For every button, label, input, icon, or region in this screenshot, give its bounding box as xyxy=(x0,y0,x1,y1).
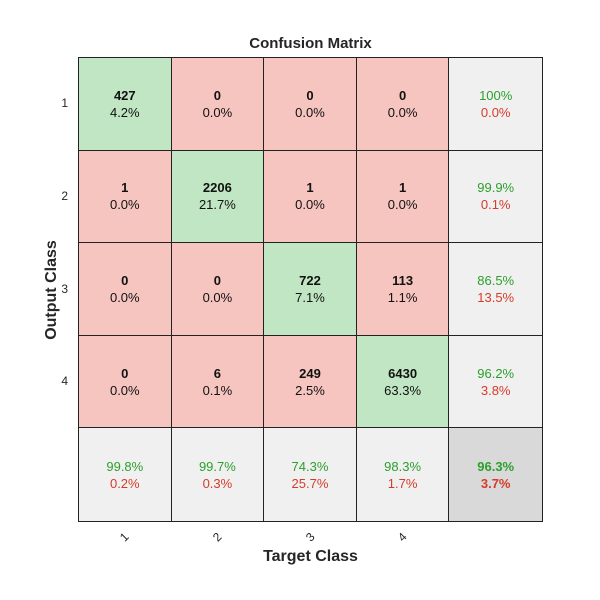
matrix-cell: 0 0.0% xyxy=(79,335,172,429)
matrix-cell: 113 1.1% xyxy=(356,243,450,336)
cell-percent: 63.3% xyxy=(384,382,422,398)
chart-title: Confusion Matrix xyxy=(249,35,372,52)
cell-count: 0 xyxy=(213,272,221,288)
matrix-cell: 1 0.0% xyxy=(264,150,357,244)
summary-error: 0.2% xyxy=(109,475,140,491)
row-summary-cell: 100% 0.0% xyxy=(449,58,542,151)
x-axis-label: Target Class xyxy=(263,548,358,565)
cell-percent: 0.1% xyxy=(202,382,233,398)
cell-count: 0 xyxy=(121,272,129,288)
cell-count: 6 xyxy=(213,365,221,381)
summary-correct: 99.7% xyxy=(198,458,236,474)
matrix-cell: 2206 21.7% xyxy=(171,150,265,244)
summary-error: 0.1% xyxy=(480,197,511,213)
cell-percent: 0.0% xyxy=(202,104,233,120)
cell-percent: 0.0% xyxy=(109,197,140,213)
cell-percent: 0.0% xyxy=(202,289,233,305)
cell-count: 1 xyxy=(121,180,129,196)
cell-count: 0 xyxy=(213,87,221,103)
summary-error: 13.5% xyxy=(477,289,515,305)
cell-percent: 0.0% xyxy=(295,197,325,213)
summary-correct: 100% xyxy=(479,87,513,103)
y-tick-label: 1 xyxy=(61,96,68,111)
row-summary-cell: 96.2% 3.8% xyxy=(449,335,542,429)
cell-count: 2206 xyxy=(202,180,232,196)
matrix-cell: 427 4.2% xyxy=(79,58,172,151)
overall-summary-cell: 96.3% 3.7% xyxy=(449,428,542,521)
y-tick-label: 2 xyxy=(61,188,68,203)
cell-count: 427 xyxy=(113,87,136,103)
x-tick-label: 3 xyxy=(302,529,318,545)
matrix-cell: 6 0.1% xyxy=(171,335,265,429)
matrix-cell: 0 0.0% xyxy=(171,58,265,151)
cell-percent: 0.0% xyxy=(387,197,418,213)
summary-error: 1.7% xyxy=(387,475,418,491)
summary-error: 0.0% xyxy=(480,104,511,120)
summary-correct: 96.2% xyxy=(477,365,515,381)
cell-count: 249 xyxy=(299,365,321,381)
cell-count: 722 xyxy=(299,272,321,288)
summary-correct: 99.9% xyxy=(477,180,515,196)
matrix-cell: 6430 63.3% xyxy=(356,335,450,429)
cell-count: 1 xyxy=(306,180,314,196)
cell-percent: 21.7% xyxy=(198,197,236,213)
matrix-cell: 0 0.0% xyxy=(171,243,265,336)
summary-error: 25.7% xyxy=(291,475,329,491)
cell-count: 1 xyxy=(398,180,407,196)
row-summary-cell: 99.9% 0.1% xyxy=(449,150,542,244)
matrix-cell: 0 0.0% xyxy=(264,58,357,151)
cell-percent: 0.0% xyxy=(109,289,140,305)
y-tick-label: 4 xyxy=(61,374,68,389)
x-tick-label: 2 xyxy=(209,529,225,545)
y-tick-label: 3 xyxy=(61,281,68,296)
summary-error: 3.8% xyxy=(480,382,511,398)
matrix-cell: 0 0.0% xyxy=(356,58,450,151)
matrix-cell: 1 0.0% xyxy=(356,150,450,244)
column-summary-cell: 99.8% 0.2% xyxy=(79,428,172,521)
x-tick-label: 4 xyxy=(395,529,410,545)
cell-count: 6430 xyxy=(388,365,418,381)
column-summary-cell: 74.3% 25.7% xyxy=(264,428,357,521)
summary-correct: 86.5% xyxy=(477,272,515,288)
summary-error: 0.3% xyxy=(202,475,233,491)
cell-percent: 7.1% xyxy=(295,289,325,305)
overall-error: 3.7% xyxy=(480,475,511,491)
cell-percent: 0.0% xyxy=(387,104,418,120)
summary-correct: 98.3% xyxy=(384,458,422,474)
summary-correct: 99.8% xyxy=(106,458,144,474)
cell-count: 113 xyxy=(392,272,414,288)
column-summary-cell: 98.3% 1.7% xyxy=(356,428,450,521)
cell-percent: 0.0% xyxy=(295,104,325,120)
matrix-cell: 249 2.5% xyxy=(264,335,357,429)
x-tick-label: 1 xyxy=(117,529,132,545)
summary-correct: 74.3% xyxy=(291,458,329,474)
cell-count: 0 xyxy=(398,87,407,103)
column-summary-cell: 99.7% 0.3% xyxy=(171,428,265,521)
matrix-cell: 1 0.0% xyxy=(79,150,172,244)
matrix-grid: 427 4.2% 0 0.0% 0 0.0% 0 0.0% 100% 0.0% 1 0.0% 2206 2… xyxy=(78,57,543,522)
matrix-cell: 0 0.0% xyxy=(79,243,172,336)
cell-count: 0 xyxy=(121,365,129,381)
cell-count: 0 xyxy=(306,87,314,103)
cell-percent: 2.5% xyxy=(295,382,325,398)
overall-correct: 96.3% xyxy=(477,458,515,474)
cell-percent: 4.2% xyxy=(109,104,140,120)
matrix-cell: 722 7.1% xyxy=(264,243,357,336)
cell-percent: 0.0% xyxy=(109,382,140,398)
cell-percent: 1.1% xyxy=(387,289,418,305)
row-summary-cell: 86.5% 13.5% xyxy=(449,243,542,336)
